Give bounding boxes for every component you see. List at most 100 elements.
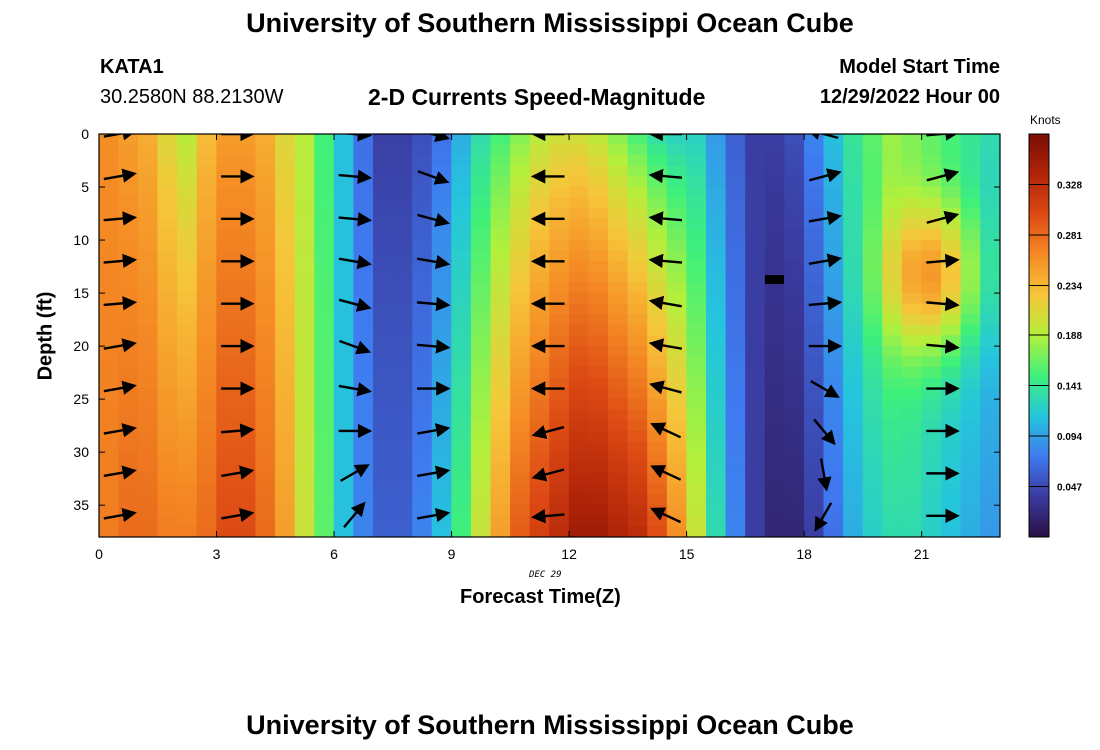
heatmap-cell	[705, 398, 727, 411]
heatmap-cell	[157, 314, 178, 326]
heatmap-cell	[99, 292, 119, 305]
heatmap-cell	[333, 526, 355, 537]
heatmap-cell	[196, 451, 217, 464]
heatmap-cell	[882, 218, 903, 230]
heatmap-cell	[412, 462, 433, 474]
heatmap-cell	[451, 441, 472, 453]
heatmap-cell	[314, 356, 335, 368]
heatmap-cell	[764, 261, 785, 273]
heatmap-cell	[255, 324, 276, 336]
heatmap-cell	[314, 303, 335, 315]
heatmap-cell	[196, 515, 217, 527]
heatmap-cell	[137, 324, 159, 336]
heatmap-cell	[373, 324, 394, 336]
heatmap-cell	[157, 144, 178, 156]
heatmap-cell	[764, 494, 785, 506]
heatmap-cell	[980, 292, 1000, 305]
heatmap-cell	[353, 186, 374, 199]
current-vector-arrow	[813, 418, 836, 446]
heatmap-cell	[725, 356, 746, 368]
heatmap-cell	[373, 134, 394, 146]
heatmap-cell	[882, 303, 903, 315]
heatmap-cell	[980, 134, 1000, 146]
heatmap-cell	[705, 134, 727, 146]
heatmap-cell	[470, 441, 492, 453]
heatmap-cell	[235, 261, 257, 273]
heatmap-cell	[882, 282, 903, 294]
heatmap-cell	[549, 420, 570, 432]
heatmap-cell	[177, 451, 198, 464]
heatmap-cell	[412, 324, 433, 336]
current-vector-arrow	[926, 168, 960, 183]
heatmap-cell	[862, 250, 883, 262]
heatmap-cell	[588, 451, 609, 464]
heatmap-cell	[196, 176, 217, 188]
heatmap-cell	[549, 526, 570, 537]
heatmap-cell	[764, 144, 785, 156]
heatmap-cell	[392, 176, 413, 188]
heatmap-cell	[333, 483, 355, 495]
heatmap-cell	[921, 314, 942, 326]
heatmap-cell	[666, 420, 688, 432]
heatmap-cell	[901, 441, 923, 453]
heatmap-cell	[784, 451, 805, 464]
heatmap-cell	[431, 197, 452, 209]
heatmap-cell	[549, 441, 570, 453]
current-vector-arrow	[339, 134, 373, 142]
current-vector-arrow	[808, 296, 843, 311]
heatmap-cell	[784, 504, 805, 517]
heatmap-cell	[235, 473, 257, 485]
heatmap-cell	[980, 176, 1000, 188]
heatmap-cell	[255, 208, 276, 220]
heatmap-cell	[745, 229, 766, 241]
heatmap-cell	[784, 483, 805, 495]
heatmap-cell	[960, 218, 981, 230]
heatmap-cell	[490, 271, 511, 283]
heatmap-cell	[784, 197, 805, 209]
heatmap-cell	[470, 345, 492, 358]
heatmap-cell	[510, 144, 531, 156]
heatmap-cell	[980, 144, 1000, 156]
heatmap-cell	[412, 409, 433, 421]
heatmap-cell	[275, 504, 296, 517]
heatmap-cell	[803, 134, 825, 146]
heatmap-cell	[647, 356, 668, 368]
heatmap-cell	[901, 176, 923, 188]
heatmap-cell	[196, 261, 217, 273]
heatmap-cell	[862, 335, 883, 347]
heatmap-cell	[529, 271, 550, 283]
current-vector-arrow	[926, 296, 960, 312]
heatmap-cell	[666, 229, 688, 241]
heatmap-cell	[705, 239, 727, 252]
heatmap-cell	[431, 409, 452, 421]
heatmap-cell	[196, 526, 217, 537]
heatmap-cell	[235, 250, 257, 262]
heatmap-cell	[196, 420, 217, 432]
heatmap-cell	[490, 324, 511, 336]
heatmap-cell	[294, 441, 315, 453]
heatmap-cell	[216, 367, 237, 379]
heatmap-cell	[99, 388, 119, 400]
heatmap-cell	[137, 155, 159, 167]
heatmap-cell	[823, 409, 844, 421]
heatmap-cell	[294, 176, 315, 188]
heatmap-cell	[666, 324, 688, 336]
heatmap-cell	[157, 239, 178, 252]
colorbar-gradient	[1028, 133, 1050, 538]
heatmap-cell	[764, 398, 785, 411]
heatmap-cell	[392, 398, 413, 411]
heatmap-cell	[470, 271, 492, 283]
heatmap-cell	[392, 134, 413, 146]
heatmap-cell	[960, 155, 981, 167]
heatmap-cell	[99, 494, 119, 506]
heatmap-cell	[686, 271, 707, 283]
heatmap-cell	[137, 398, 159, 411]
heatmap-cell	[588, 250, 609, 262]
heatmap-cell	[177, 176, 198, 188]
heatmap-cell	[666, 155, 688, 167]
heatmap-cell	[314, 526, 335, 537]
heatmap-cell	[275, 250, 296, 262]
heatmap-cell	[99, 356, 119, 368]
heatmap-cell	[686, 176, 707, 188]
